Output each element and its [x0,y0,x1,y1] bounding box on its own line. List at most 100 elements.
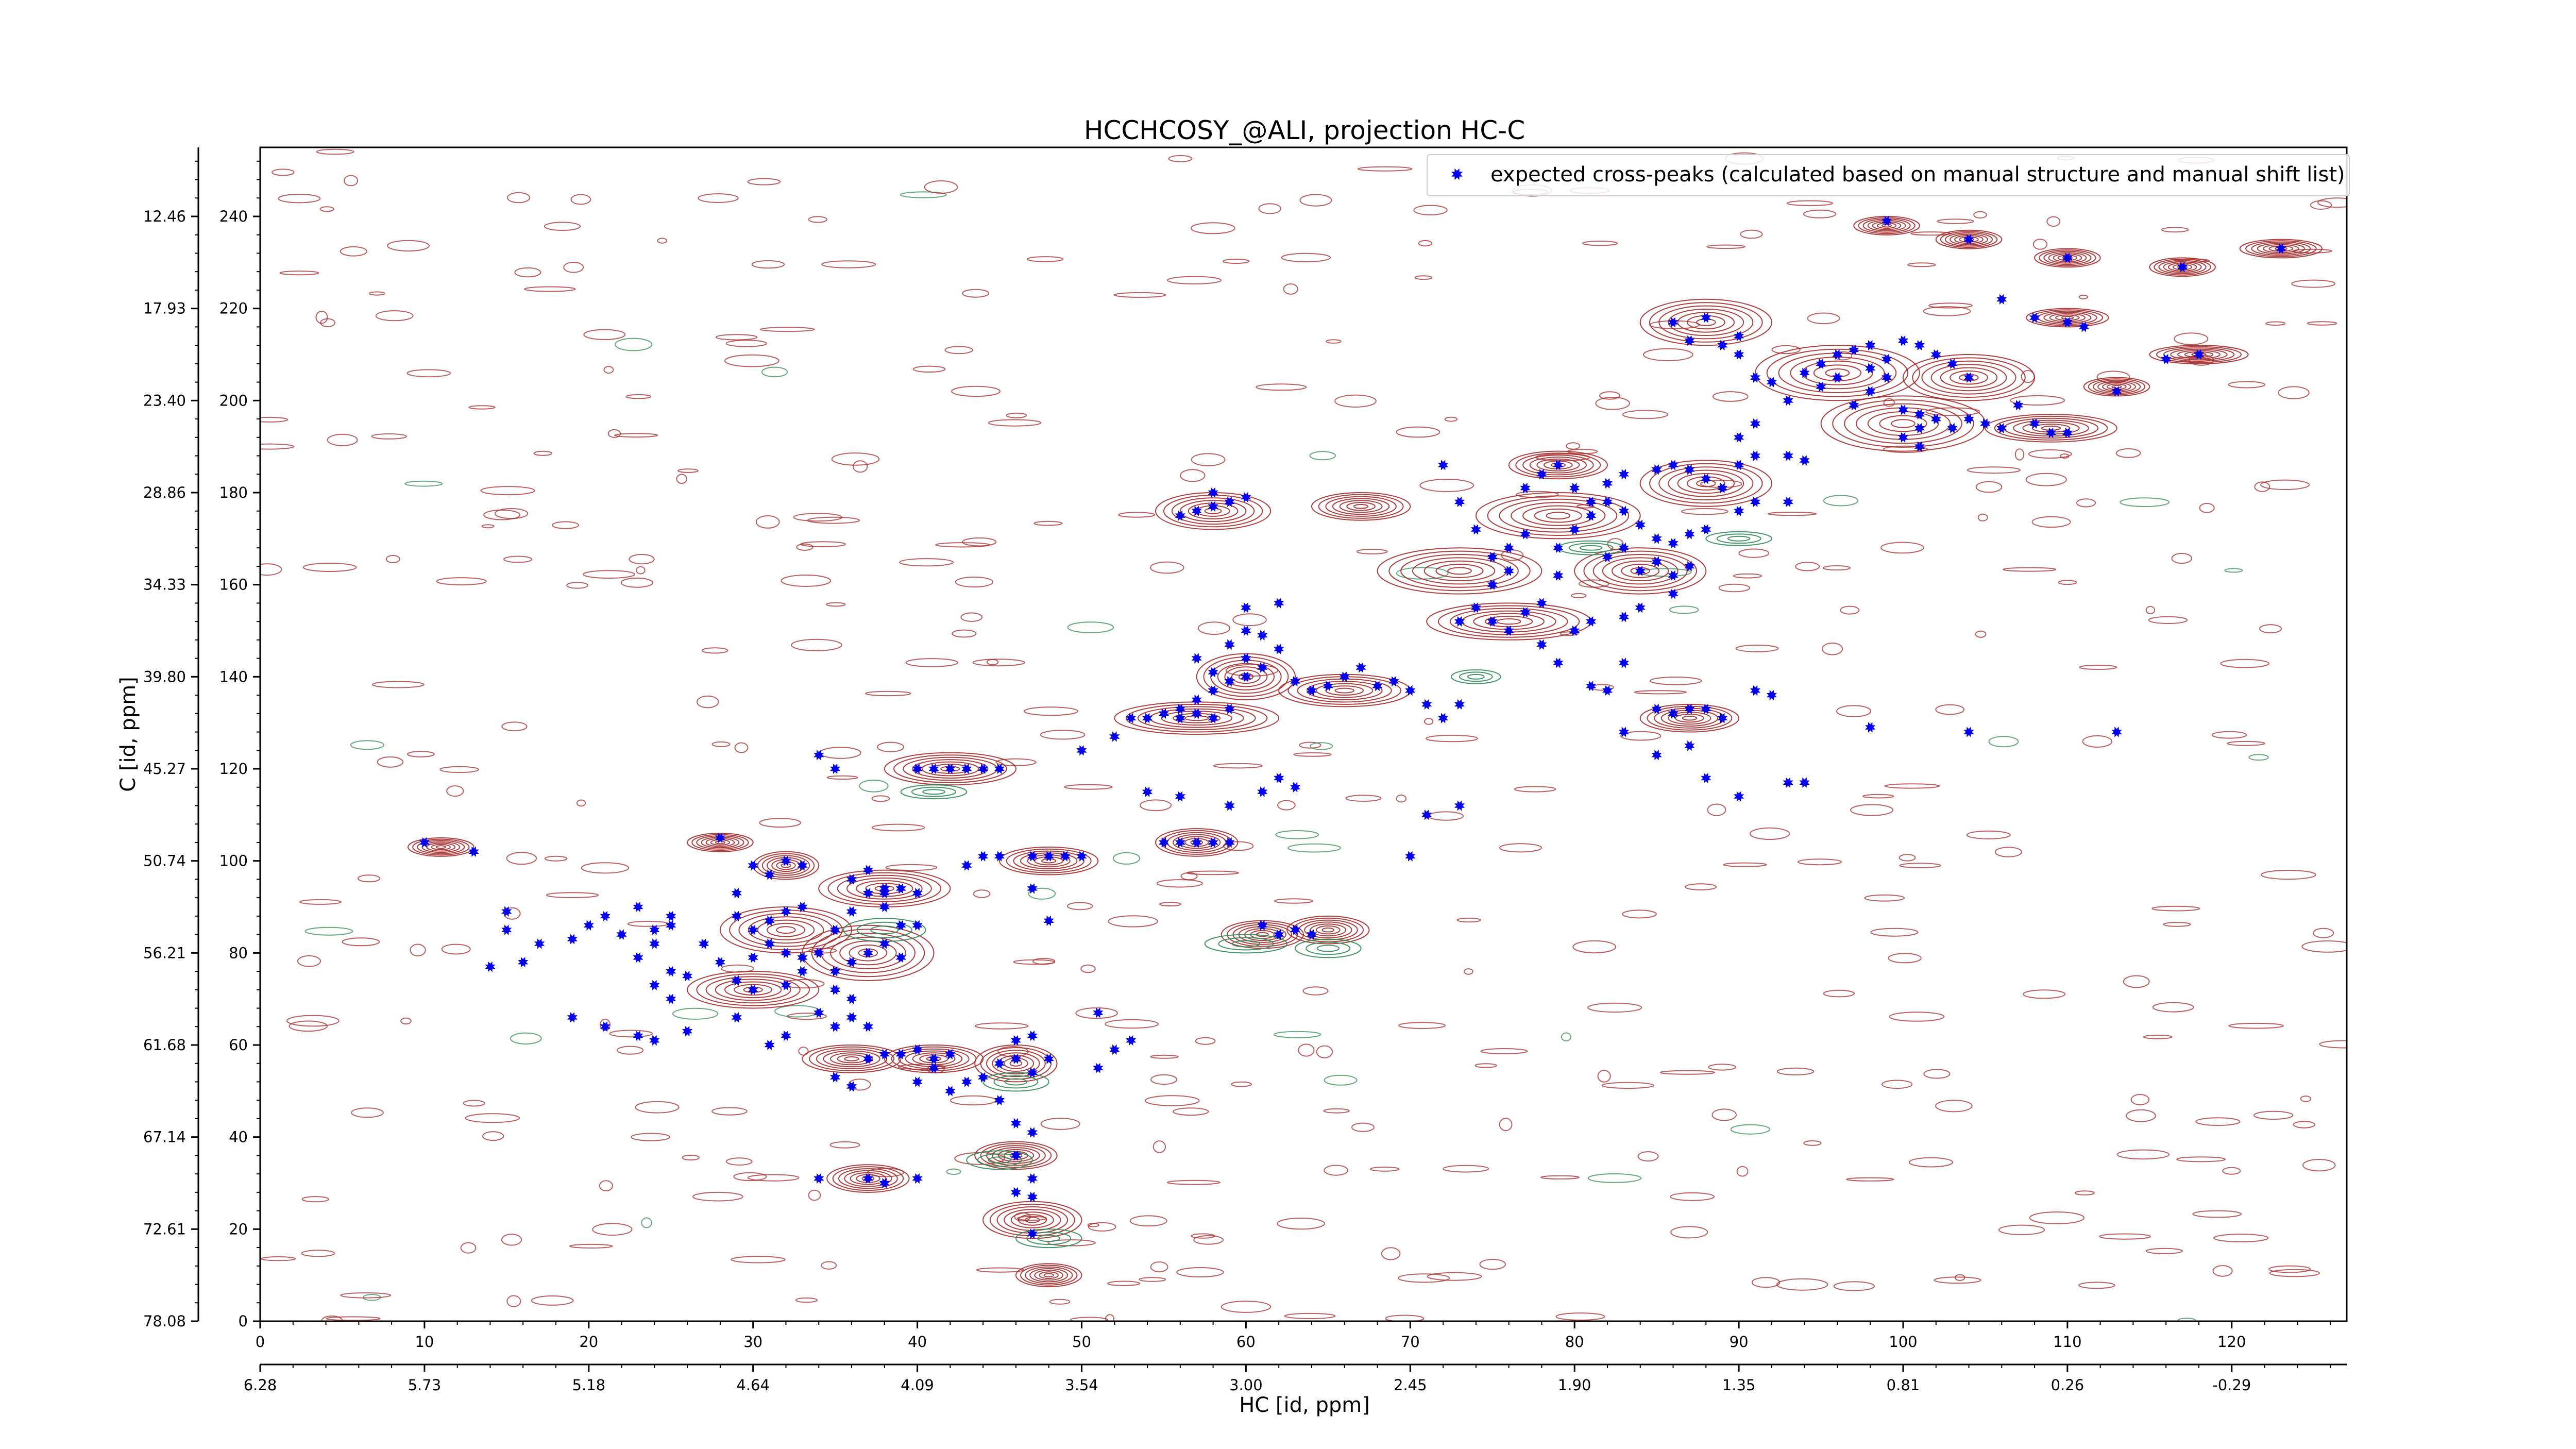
noise-contour [340,246,367,257]
cross-peak-point [1323,681,1333,692]
cross-peak-point [1766,689,1777,701]
noise-contour [1105,1019,1159,1029]
cross-peak-point [829,763,841,774]
noise-contour [1118,512,1156,518]
noise-contour [2291,279,2336,288]
cross-peak-point [1520,482,1531,494]
noise-contour [2116,1149,2170,1160]
noise-contour [1514,786,1556,793]
noise-contour [1231,1081,1252,1087]
cross-peak-point [1010,1035,1022,1046]
noise-contour [501,1234,522,1246]
cross-peak-point [895,952,906,963]
cross-peak-point [1947,423,1958,434]
noise-contour [711,741,731,747]
noise-contour [1028,887,1056,900]
cross-peak-point [1421,810,1432,820]
cross-peak-point [1914,409,1925,420]
noise-contour [1351,1122,1375,1132]
x-tick-label: 80 [1565,1333,1584,1351]
cross-peak-point [879,888,890,899]
cross-peak-point [994,1058,1005,1069]
cross-peak-point [1437,460,1449,470]
noise-contour [1150,1054,1179,1059]
noise-contour [1595,397,1630,410]
cross-peak-point [1766,377,1777,387]
positive-peak-contour [1820,395,1986,452]
noise-contour [1823,989,1855,998]
cross-peak-point [1126,713,1137,723]
cross-peak-point [1832,372,1843,383]
noise-contour [696,695,719,709]
noise-contour [1685,883,1717,890]
cross-peak-point [1241,653,1251,664]
noise-contour [503,555,533,563]
noise-contour [1293,752,1332,757]
noise-contour [1622,909,1657,919]
noise-contour [1735,645,1779,652]
noise-contour [1385,1315,1425,1321]
noise-contour [1807,312,1840,325]
cross-peak-point [1733,432,1744,443]
noise-contour [1572,940,1617,954]
noise-contour [701,647,728,654]
cross-peak-point [945,1086,956,1097]
noise-contour [2224,568,2243,573]
cross-peak-point [1717,482,1728,494]
positive-peak-contour [974,1141,1058,1170]
noise-contour [2152,1002,2194,1013]
noise-contour [1049,1299,1071,1305]
noise-contour [1555,1312,1605,1321]
cross-peak-point [1750,372,1761,383]
noise-contour [436,577,487,586]
cross-peak-point [1865,722,1876,733]
cross-peak-point [2177,262,2188,273]
noise-contour [1988,736,2019,748]
noise-contour [1191,1233,1215,1239]
x-tick-label: 120 [2217,1333,2246,1351]
cross-peak-point [1701,524,1711,535]
cross-peak-point [1930,413,1941,425]
noise-contour [1298,1043,1315,1057]
noise-contour [340,1292,392,1299]
noise-contour [2254,481,2270,492]
cross-peak-point [814,750,824,761]
noise-contour [2293,1121,2316,1128]
noise-contour [1771,345,1801,355]
noise-contour [759,818,801,828]
noise-contour [1973,211,1987,218]
x-ppm-tick-label: -0.29 [2212,1376,2251,1394]
noise-contour [1283,283,1298,295]
noise-contour [552,521,579,529]
cross-peak-point [879,883,890,894]
noise-contour [1275,830,1319,839]
noise-contour [1908,1157,1954,1168]
noise-contour [1570,593,1587,598]
cross-peak-point [1076,851,1087,862]
noise-contour [1273,1031,1321,1038]
cross-peak-point [895,883,906,894]
noise-contour [960,612,983,622]
noise-contours [260,148,2347,1321]
positive-peak-contour [1475,492,1641,540]
noise-contour [609,1030,653,1038]
noise-contour [808,1189,821,1201]
noise-contour [1191,453,1226,466]
cross-peak-point [1816,358,1826,369]
noise-contour [1108,915,1158,928]
cross-peak-point [912,1044,923,1055]
x-ppm-tick-label: 3.54 [1065,1376,1098,1394]
noise-contour [795,1298,818,1303]
x-ppm-tick-label: 4.09 [901,1376,934,1394]
cross-peak-point [1618,543,1630,553]
noise-contour [955,576,994,588]
noise-contour [1075,1007,1118,1019]
noise-contour [289,1020,328,1032]
noise-contour [1139,1277,1166,1282]
cross-peak-point [961,1076,972,1087]
noise-contour [1797,858,1842,866]
positive-peak-contour [2239,239,2323,259]
cross-peak-point [1849,400,1859,411]
y-tick-label: 40 [229,1128,248,1146]
noise-contour [1994,847,2022,857]
